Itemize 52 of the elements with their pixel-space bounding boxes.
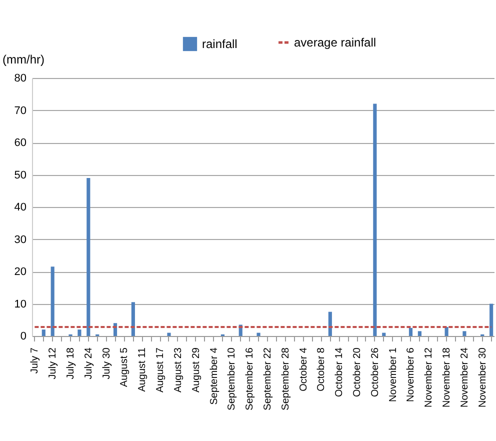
legend-label: average rainfall [294, 36, 376, 50]
bar [490, 304, 494, 336]
y-tick-label: 30 [14, 234, 26, 246]
x-tick-label: September 10 [226, 347, 238, 410]
x-tick-label: October 20 [352, 347, 364, 397]
x-tick-label: August 11 [137, 347, 148, 392]
bar [42, 330, 46, 336]
bar [444, 326, 448, 336]
x-tick-label: July 30 [101, 347, 112, 380]
x-tick-label: September 28 [280, 347, 292, 410]
x-tick-label: August 17 [155, 347, 166, 393]
x-tick-label: September 16 [244, 347, 256, 410]
bar [78, 330, 82, 336]
y-tick-label: 0 [20, 330, 26, 342]
y-tick-label: 50 [14, 169, 26, 182]
bar [382, 332, 386, 336]
x-tick-label: July 12 [48, 347, 59, 380]
x-tick-label: August 5 [119, 347, 130, 387]
x-tick-label: October 26 [370, 347, 381, 397]
x-tick-label: September 22 [262, 347, 274, 410]
x-tick-label: August 23 [172, 347, 184, 393]
bar [256, 332, 260, 336]
x-tick-label: October 14 [334, 347, 346, 397]
bar [167, 332, 171, 336]
bar [86, 178, 90, 336]
x-tick-label: November 6 [406, 347, 417, 402]
x-tick-label: July 18 [66, 347, 76, 380]
y-tick-label: 40 [14, 202, 26, 214]
bar [462, 331, 466, 336]
y-tick-label: 70 [14, 104, 26, 117]
x-tick-label: October 8 [316, 347, 328, 392]
x-tick-label: November 24 [459, 347, 470, 408]
x-tick-label: July 7 [30, 347, 41, 374]
x-tick-label: July 24 [83, 347, 94, 380]
x-tick-label: November 1 [388, 347, 399, 402]
bar [418, 331, 422, 336]
y-tick-label: 20 [14, 266, 26, 278]
y-tick-label: 80 [14, 72, 26, 84]
x-tick-label: October 4 [298, 347, 310, 392]
bar [50, 266, 54, 336]
bar [131, 302, 135, 336]
y-axis-title: (mm/hr) [2, 52, 44, 66]
x-tick-label: September 4 [208, 347, 220, 405]
bar [373, 104, 377, 336]
x-tick-label: November 30 [477, 347, 488, 408]
bar [408, 328, 413, 336]
x-tick-label: November 18 [442, 347, 453, 408]
x-tick-label: August 29 [190, 347, 202, 393]
y-tick-label: 10 [14, 298, 26, 310]
legend-label: rainfall [202, 37, 238, 51]
y-tick-label: 60 [14, 137, 26, 149]
x-tick-label: November 12 [424, 347, 435, 408]
